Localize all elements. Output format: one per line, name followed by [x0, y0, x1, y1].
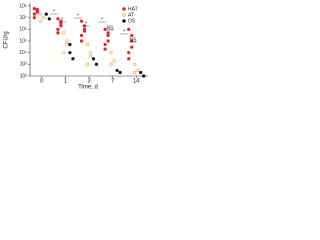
data-point — [142, 74, 146, 78]
data-point — [127, 27, 131, 31]
annotation: NS — [107, 25, 115, 31]
data-point — [38, 12, 42, 16]
x-tick-label: 14 — [133, 79, 140, 85]
data-point — [112, 59, 116, 63]
data-point — [35, 10, 39, 14]
data-point — [127, 57, 131, 61]
data-point — [109, 51, 113, 55]
data-point — [32, 12, 36, 16]
y-tick-label: 10⁵ — [19, 38, 27, 44]
data-point — [65, 39, 69, 43]
y-tick-label: 10⁴ — [19, 50, 27, 56]
annotation: * — [85, 21, 87, 27]
legend-label: OS — [128, 18, 136, 24]
legend-label: AT — [128, 12, 134, 18]
annotation: * — [101, 17, 103, 23]
annotation: NS — [130, 37, 138, 43]
data-point — [127, 51, 131, 55]
y-tick-label: 10² — [20, 73, 28, 79]
y-axis-label: CFU/g — [4, 31, 10, 48]
data-point — [62, 51, 66, 55]
data-point — [85, 42, 90, 47]
data-point — [109, 62, 113, 66]
legend-marker — [122, 7, 126, 11]
data-point — [47, 17, 51, 21]
data-point — [130, 33, 134, 38]
data-point — [130, 45, 134, 49]
data-point — [44, 12, 48, 16]
data-point — [139, 70, 143, 75]
data-point — [91, 57, 96, 61]
legend-marker — [122, 19, 126, 23]
data-point — [118, 70, 122, 75]
data-point — [85, 62, 90, 66]
x-tick-label: 1 — [64, 79, 68, 85]
legend-label: HAT — [128, 6, 138, 12]
x-tick-label: 7 — [111, 79, 115, 85]
data-point — [56, 17, 60, 21]
data-point — [68, 42, 72, 47]
data-point — [103, 42, 107, 47]
data-point — [106, 31, 110, 35]
data-point — [136, 68, 140, 73]
annotation: * — [77, 13, 79, 19]
y-tick-label: 10⁸ — [19, 3, 27, 9]
y-tick-label: 10⁶ — [19, 27, 27, 33]
x-tick-label: 3 — [87, 79, 91, 85]
data-point — [133, 62, 137, 66]
data-point — [106, 39, 110, 43]
data-point — [88, 54, 93, 58]
data-point — [82, 29, 87, 33]
data-point — [56, 27, 60, 31]
data-point — [94, 62, 99, 66]
data-point — [88, 51, 93, 55]
data-point — [35, 7, 39, 12]
data-point — [79, 33, 84, 38]
data-point — [133, 70, 137, 75]
data-point — [115, 68, 119, 73]
annotation: * — [123, 29, 125, 35]
data-point — [56, 31, 60, 35]
data-point — [59, 24, 63, 28]
data-point — [65, 42, 69, 47]
legend-marker — [122, 13, 126, 17]
data-point — [62, 31, 66, 35]
data-point — [38, 19, 42, 23]
data-point — [32, 6, 36, 11]
data-point — [79, 39, 84, 43]
data-point — [130, 39, 134, 43]
data-point — [106, 33, 110, 38]
data-point — [103, 47, 107, 51]
x-axis-label: Time, d — [78, 85, 98, 91]
data-point — [71, 57, 75, 61]
y-tick-label: 10³ — [20, 62, 28, 68]
x-tick-label: 0 — [40, 79, 44, 85]
data-point — [41, 16, 45, 20]
data-point — [32, 16, 36, 20]
data-point — [68, 51, 72, 55]
y-tick-label: 10⁷ — [20, 15, 28, 21]
data-point — [103, 27, 107, 31]
annotation: * — [61, 17, 63, 23]
data-point — [79, 19, 84, 23]
annotation: * — [53, 9, 55, 15]
